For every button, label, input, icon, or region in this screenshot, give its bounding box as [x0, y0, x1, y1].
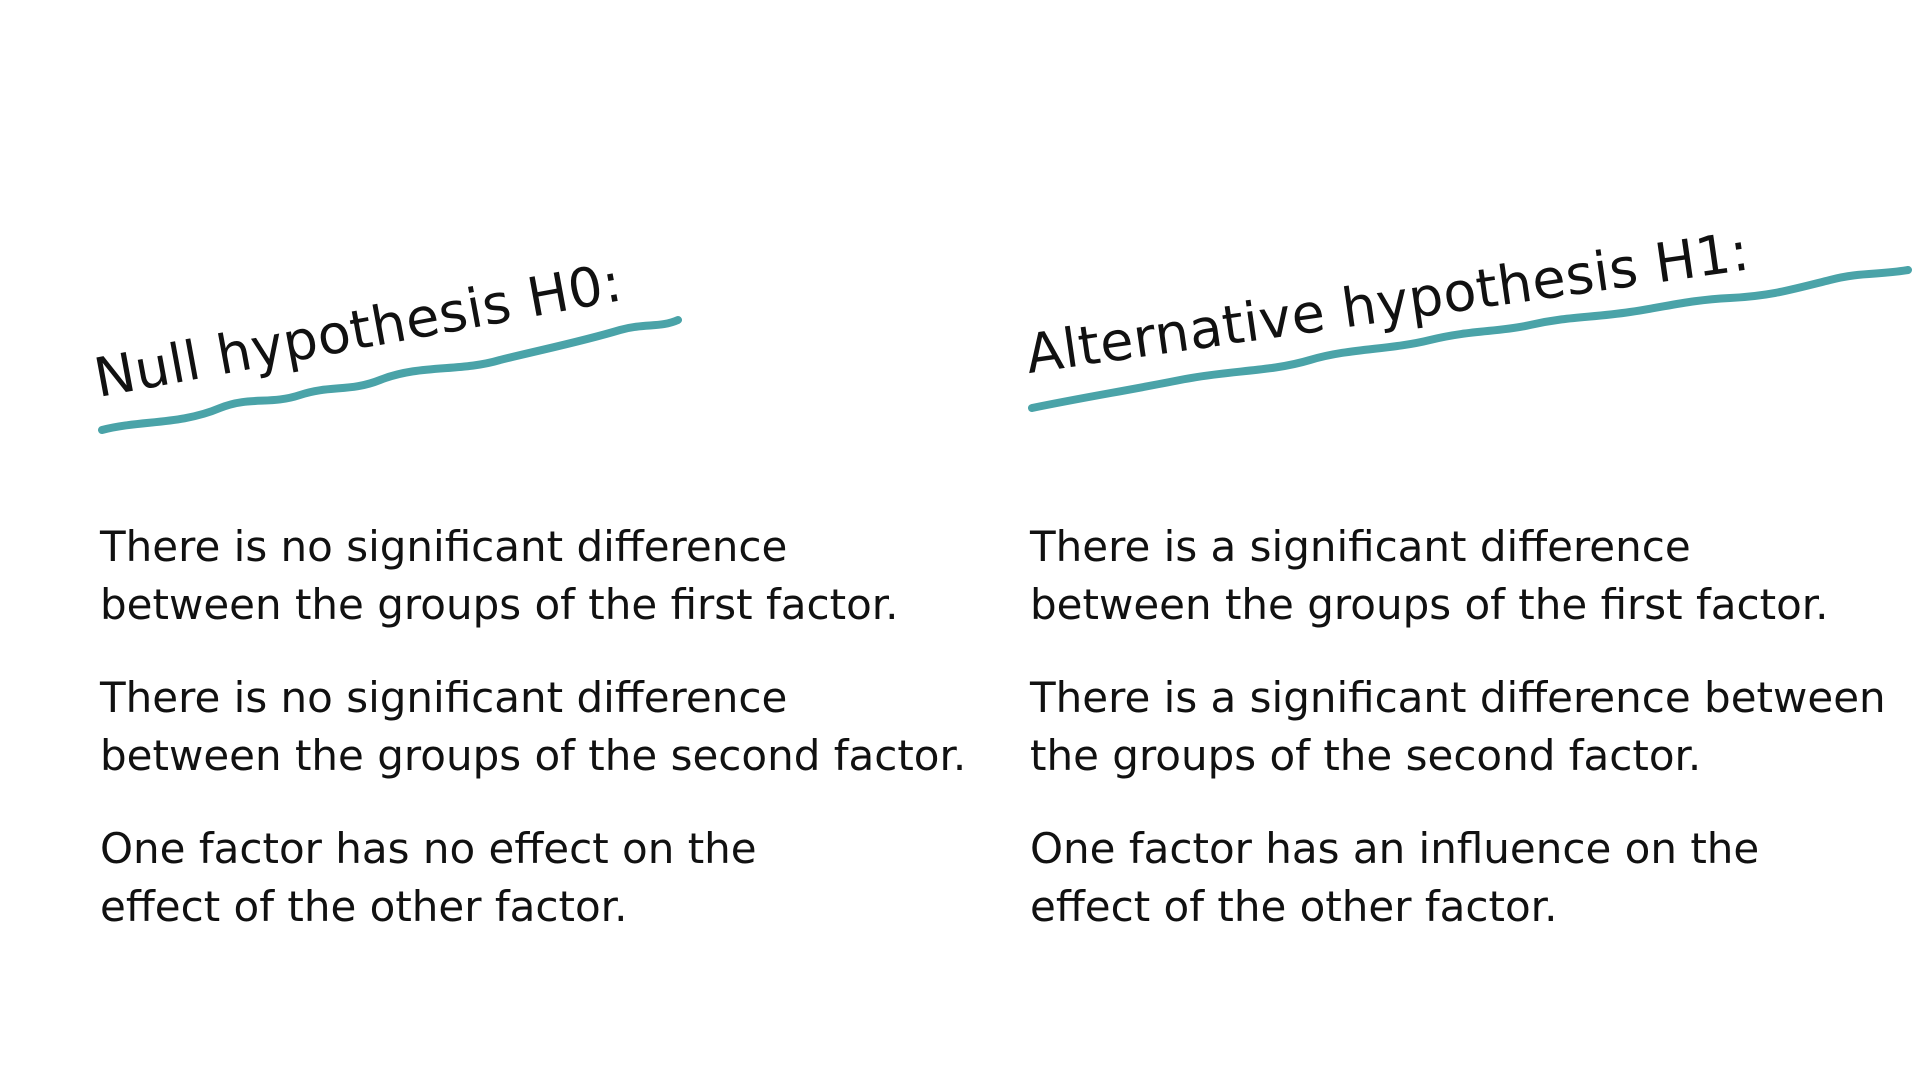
null-statement-first-factor: There is no significant difference betwe…: [100, 522, 899, 629]
alternative-hypothesis-underline: [1028, 266, 1912, 412]
null-hypothesis-heading: Null hypothesis H0:: [89, 0, 980, 460]
alternative-hypothesis-heading: Alternative hypothesis H1:: [1022, 0, 1912, 460]
null-hypothesis-underline: [98, 316, 682, 434]
alternative-hypothesis-statements: There is a significant difference betwee…: [1030, 518, 1910, 971]
alternative-hypothesis-column: Alternative hypothesis H1: There is a si…: [1022, 0, 1912, 1080]
alt-statement-second-factor: There is a significant difference betwee…: [1030, 673, 1886, 780]
null-hypothesis-statements: There is no significant difference betwe…: [100, 518, 980, 971]
null-hypothesis-column: Null hypothesis H0: There is no signific…: [89, 0, 980, 1080]
alt-statement-first-factor: There is a significant difference betwee…: [1030, 522, 1829, 629]
alt-statement-interaction: One factor has an influence on the effec…: [1030, 824, 1760, 931]
null-statement-interaction: One factor has no effect on the effect o…: [100, 824, 757, 931]
null-statement-second-factor: There is no significant difference betwe…: [100, 673, 967, 780]
